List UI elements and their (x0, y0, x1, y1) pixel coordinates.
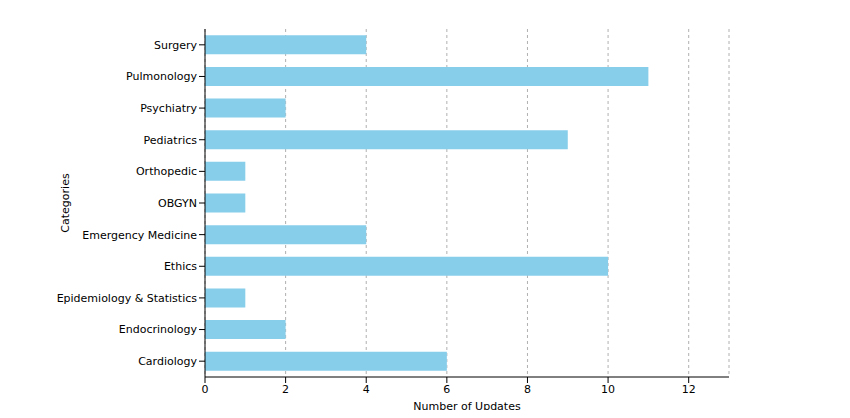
svg-text:Orthopedic: Orthopedic (136, 165, 197, 178)
svg-text:6: 6 (443, 383, 450, 396)
svg-text:Pediatrics: Pediatrics (144, 134, 198, 147)
svg-text:Pulmonology: Pulmonology (126, 70, 197, 83)
svg-text:Categories: Categories (59, 173, 72, 233)
svg-text:Emergency Medicine: Emergency Medicine (82, 229, 197, 242)
svg-text:Ethics: Ethics (164, 260, 197, 273)
svg-text:10: 10 (601, 383, 615, 396)
svg-text:Surgery: Surgery (154, 39, 198, 52)
svg-text:Epidemiology & Statistics: Epidemiology & Statistics (57, 292, 198, 305)
svg-text:OBGYN: OBGYN (158, 197, 197, 210)
svg-text:2: 2 (282, 383, 289, 396)
svg-text:Cardiology: Cardiology (138, 355, 197, 368)
svg-text:Endocrinology: Endocrinology (119, 323, 198, 336)
svg-text:12: 12 (682, 383, 696, 396)
svg-text:Number of Updates: Number of Updates (413, 400, 521, 410)
svg-text:Psychiatry: Psychiatry (140, 102, 197, 115)
svg-text:0: 0 (202, 383, 209, 396)
svg-text:4: 4 (363, 383, 370, 396)
svg-text:8: 8 (524, 383, 531, 396)
